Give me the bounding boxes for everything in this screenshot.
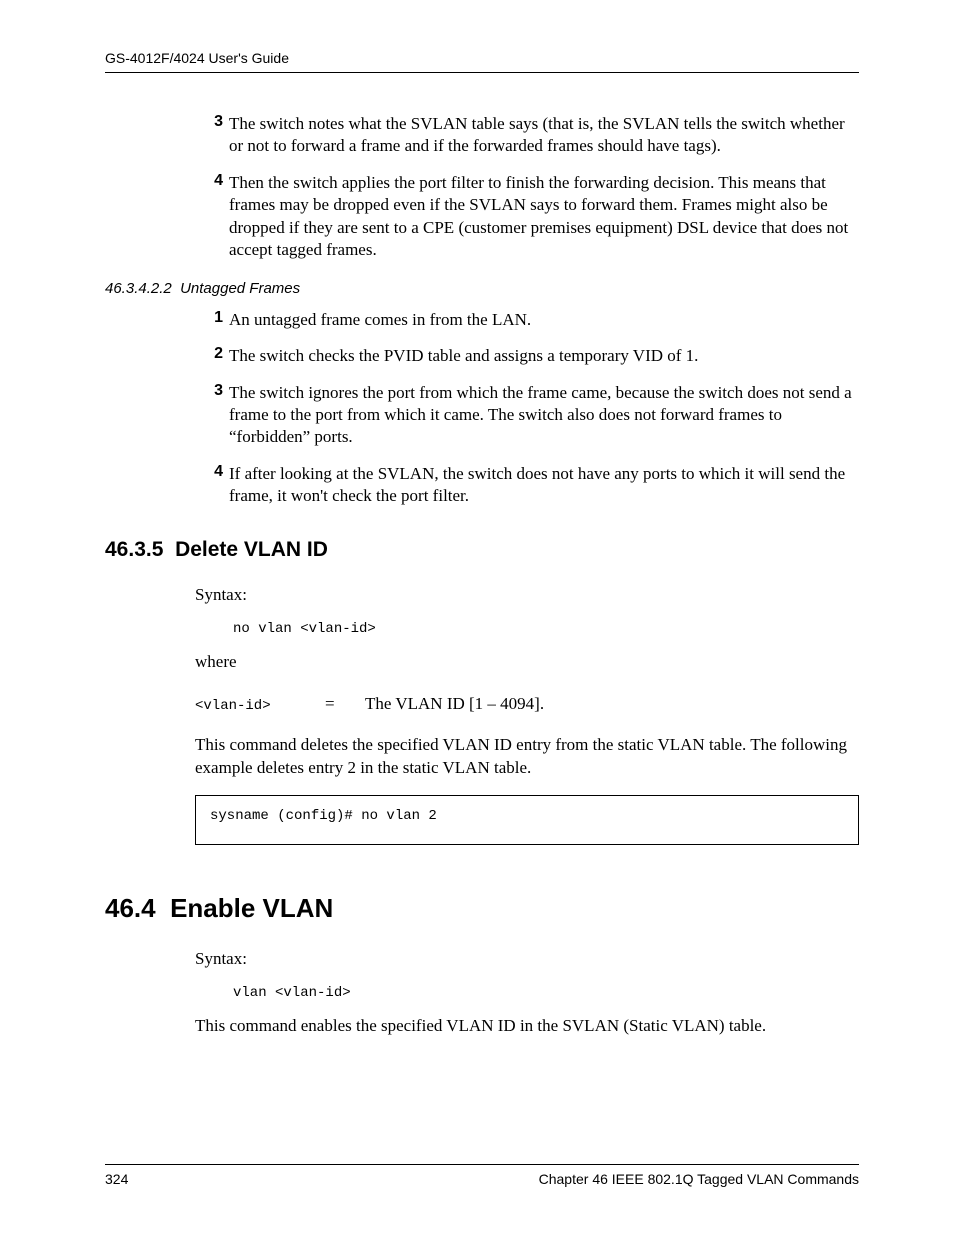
where-desc: The VLAN ID [1 – 4094]. [365, 694, 544, 714]
list-number: 4 [205, 463, 223, 508]
section-heading: 46.3.5 Delete VLAN ID [105, 538, 859, 562]
list-text: The switch notes what the SVLAN table sa… [229, 113, 859, 158]
list-item: 1 An untagged frame comes in from the LA… [205, 309, 859, 331]
list-item: 4 Then the switch applies the port filte… [205, 172, 859, 262]
syntax-code: no vlan <vlan-id> [233, 621, 859, 637]
list-number: 2 [205, 345, 223, 367]
ordered-list: 1 An untagged frame comes in from the LA… [105, 309, 859, 508]
list-item: 2 The switch checks the PVID table and a… [205, 345, 859, 367]
list-number: 3 [205, 382, 223, 449]
chapter-heading: 46.4 Enable VLAN [105, 893, 859, 924]
list-item: 3 The switch notes what the SVLAN table … [205, 113, 859, 158]
section-title: Delete VLAN ID [175, 538, 328, 561]
list-text: An untagged frame comes in from the LAN. [229, 309, 531, 331]
ordered-list-continued: 3 The switch notes what the SVLAN table … [105, 113, 859, 262]
where-row: <vlan-id> = The VLAN ID [1 – 4094]. [195, 694, 859, 714]
sub-heading: 46.3.4.2.2 Untagged Frames [105, 280, 859, 297]
sub-heading-title: Untagged Frames [180, 280, 300, 297]
list-item: 3 The switch ignores the port from which… [205, 382, 859, 449]
list-number: 4 [205, 172, 223, 262]
syntax-label: Syntax: [195, 584, 859, 607]
where-label: where [195, 651, 859, 674]
list-text: Then the switch applies the port filter … [229, 172, 859, 262]
section-description: This command enables the specified VLAN … [195, 1015, 859, 1038]
code-example: sysname (config)# no vlan 2 [195, 795, 859, 845]
where-eq: = [325, 694, 365, 714]
syntax-code: vlan <vlan-id> [233, 985, 859, 1001]
list-number: 3 [205, 113, 223, 158]
section-description: This command deletes the specified VLAN … [195, 734, 859, 780]
header-title: GS-4012F/4024 User's Guide [105, 50, 289, 66]
syntax-label: Syntax: [195, 948, 859, 971]
page-header: GS-4012F/4024 User's Guide [105, 50, 859, 73]
list-text: If after looking at the SVLAN, the switc… [229, 463, 859, 508]
list-text: The switch checks the PVID table and ass… [229, 345, 698, 367]
page-number: 324 [105, 1171, 128, 1187]
chapter-number: 46.4 [105, 893, 156, 923]
page-footer: 324 Chapter 46 IEEE 802.1Q Tagged VLAN C… [105, 1164, 859, 1187]
section-number: 46.3.5 [105, 538, 163, 561]
chapter-title: Enable VLAN [170, 893, 333, 923]
list-item: 4 If after looking at the SVLAN, the swi… [205, 463, 859, 508]
sub-heading-number: 46.3.4.2.2 [105, 280, 172, 297]
list-text: The switch ignores the port from which t… [229, 382, 859, 449]
where-param: <vlan-id> [195, 698, 325, 714]
list-number: 1 [205, 309, 223, 331]
chapter-label: Chapter 46 IEEE 802.1Q Tagged VLAN Comma… [539, 1171, 859, 1187]
code-text: sysname (config)# no vlan 2 [210, 808, 437, 824]
